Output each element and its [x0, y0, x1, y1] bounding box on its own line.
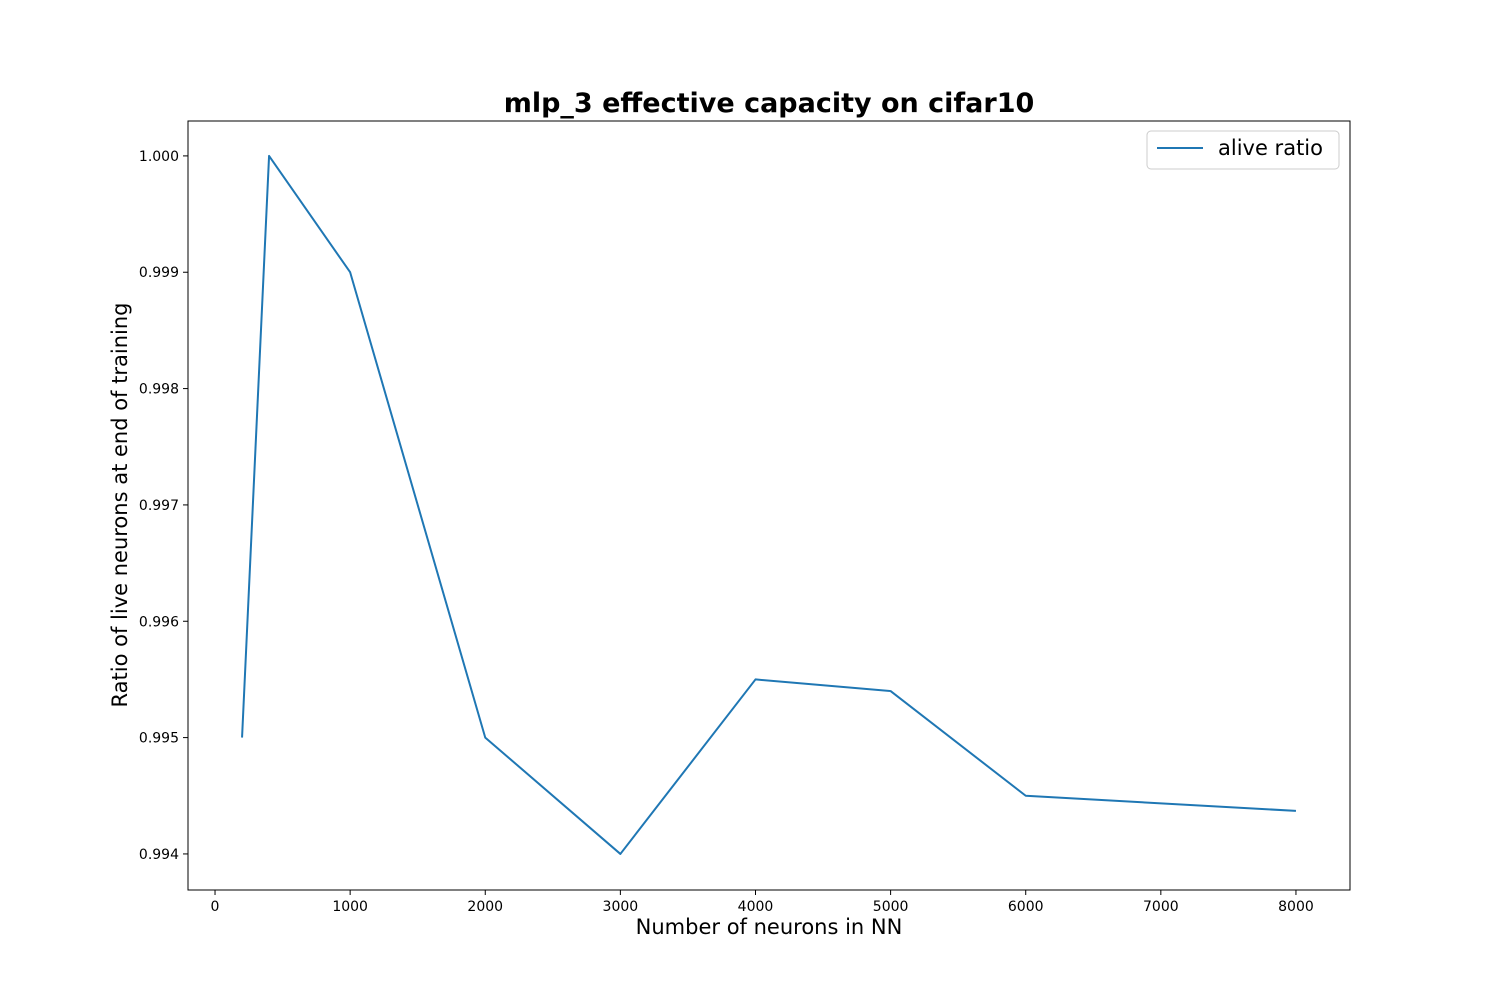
legend-label: alive ratio [1218, 136, 1323, 160]
series-layer [241, 154, 1297, 855]
legend: alive ratio [1146, 130, 1340, 170]
y-tick-label: 0.998 [139, 382, 179, 398]
y-tick-label: 0.994 [139, 847, 179, 863]
chart-title: mlp_3 effective capacity on cifar10 [504, 88, 1035, 119]
x-tick-label: 2000 [467, 899, 503, 915]
x-tick-label: 7000 [1143, 899, 1179, 915]
x-tick-label: 4000 [738, 899, 774, 915]
x-tick-label: 0 [211, 899, 220, 915]
x-tick-label: 5000 [873, 899, 909, 915]
y-axis-label: Ratio of live neurons at end of training [108, 303, 132, 708]
x-tick-label: 1000 [332, 899, 368, 915]
x-axis-label: Number of neurons in NN [636, 915, 903, 939]
y-axis-ticks: 0.994 0.995 0.996 0.997 0.998 0.999 1.000 [139, 149, 188, 863]
y-tick-label: 0.997 [139, 498, 179, 514]
x-axis-ticks: 0 1000 2000 3000 4000 5000 6000 7000 8000 [211, 890, 1314, 915]
y-tick-label: 0.995 [139, 731, 179, 747]
plot-area [187, 120, 1351, 891]
legend-box [1146, 130, 1340, 170]
y-tick-label: 1.000 [139, 149, 179, 165]
y-tick-label: 0.996 [139, 614, 179, 630]
y-tick-label: 0.999 [139, 265, 179, 281]
x-tick-label: 6000 [1008, 899, 1044, 915]
series-line-0 [241, 154, 1297, 855]
x-tick-label: 8000 [1278, 899, 1314, 915]
x-tick-label: 3000 [603, 899, 639, 915]
